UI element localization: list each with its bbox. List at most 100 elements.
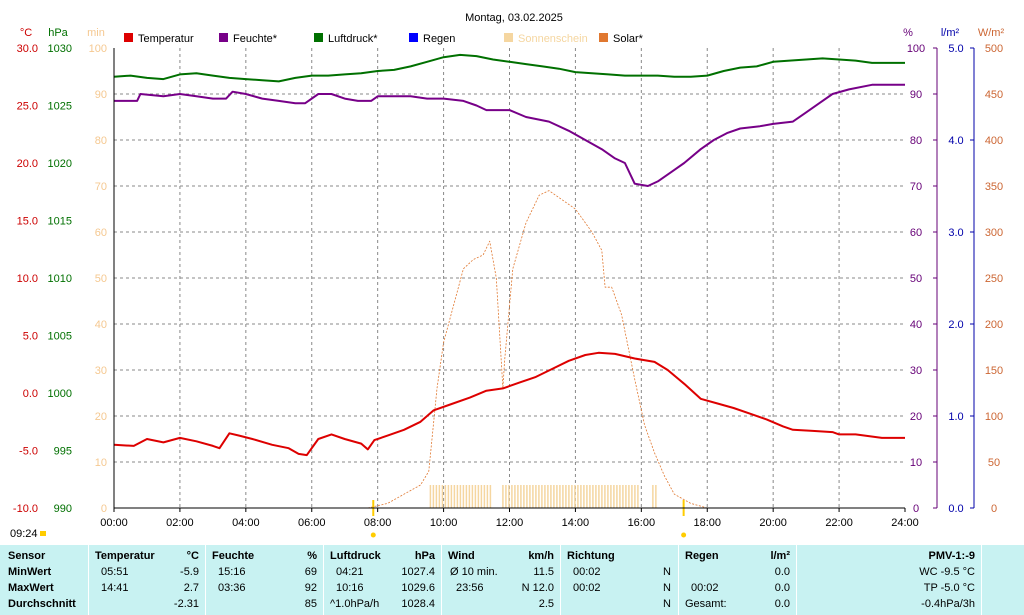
solar-tick-label: 350 bbox=[985, 181, 1003, 193]
humidity-tick-label: 10 bbox=[910, 457, 922, 469]
stats-value: 2.5 bbox=[538, 598, 554, 610]
stats-col-direction: Richtung 00:02 N 00:02 N N bbox=[560, 545, 678, 615]
humidity-tick-label: 70 bbox=[910, 181, 922, 193]
solar-tick-label: 0 bbox=[991, 503, 997, 515]
humidity-tick-label: 30 bbox=[910, 365, 922, 377]
x-tick-label: 10:00 bbox=[430, 517, 458, 529]
sunset-marker-dot bbox=[681, 532, 687, 538]
axis-ticks: 00:00 02:00 04:00 06:00 08:00 10:00 12:00 14:00… bbox=[13, 43, 1003, 529]
stats-unit-wind: km/h bbox=[528, 550, 554, 562]
stats-unit-humidity: % bbox=[307, 550, 317, 562]
stats-header-direction: Richtung bbox=[567, 550, 615, 562]
solar-tick-label: 200 bbox=[985, 319, 1003, 331]
stats-time: ^1.0hPa/h bbox=[330, 598, 380, 610]
minutes-tick-label: 100 bbox=[89, 43, 107, 55]
minutes-tick-label: 30 bbox=[95, 365, 107, 377]
minutes-tick-label: 10 bbox=[95, 457, 107, 469]
humidity-tick-label: 20 bbox=[910, 411, 922, 423]
x-tick-label: 02:00 bbox=[166, 517, 194, 529]
legend-label-sonnenschein: Sonnenschein bbox=[518, 33, 588, 45]
stats-value: 1027.4 bbox=[401, 566, 435, 578]
rain-tick-label: 1.0 bbox=[948, 411, 963, 423]
stats-col-pmv: PMV-1:-9 WC -9.5 °C TP -5.0 °C -0.4hPa/3… bbox=[796, 545, 981, 615]
stats-col-sensor: Sensor MinWert MaxWert Durchschnitt bbox=[0, 545, 87, 615]
statistics-panel: Sensor MinWert MaxWert Durchschnitt Temp… bbox=[0, 545, 1024, 615]
solar-axis-unit: W/m² bbox=[978, 27, 1005, 39]
rain-tick-label: 5.0 bbox=[948, 43, 963, 55]
chart-title: Montag, 03.02.2025 bbox=[465, 12, 563, 24]
stats-col-wind: Wind km/h Ø 10 min. 11.5 23:56 N 12.0 2.5 bbox=[441, 545, 560, 615]
time-marker bbox=[40, 531, 46, 536]
minutes-tick-label: 90 bbox=[95, 89, 107, 101]
humidity-tick-label: 90 bbox=[910, 89, 922, 101]
legend: Temperatur Feuchte* Luftdruck* Regen Son… bbox=[124, 33, 644, 45]
stats-col-empty bbox=[981, 545, 1024, 615]
stats-value: N bbox=[663, 582, 671, 594]
stats-time: 00:02 bbox=[573, 566, 601, 578]
humidity-tick-label: 80 bbox=[910, 135, 922, 147]
temperature-tick-label: -10.0 bbox=[13, 503, 38, 515]
minutes-tick-label: 0 bbox=[101, 503, 107, 515]
x-tick-label: 18:00 bbox=[693, 517, 721, 529]
minutes-tick-label: 80 bbox=[95, 135, 107, 147]
stats-value: 1029.6 bbox=[401, 582, 435, 594]
stats-time: Gesamt: bbox=[685, 598, 727, 610]
temperature-tick-label: -5.0 bbox=[19, 446, 38, 458]
stats-header-pmv: PMV-1:-9 bbox=[928, 550, 975, 562]
x-tick-label: 24:00 bbox=[891, 517, 919, 529]
x-tick-label: 12:00 bbox=[496, 517, 524, 529]
humidity-tick-label: 40 bbox=[910, 319, 922, 331]
rain-tick-label: 4.0 bbox=[948, 135, 963, 147]
legend-label-regen: Regen bbox=[423, 33, 455, 45]
humidity-tick-label: 50 bbox=[910, 273, 922, 285]
stats-value: N bbox=[663, 598, 671, 610]
solar-tick-label: 250 bbox=[985, 273, 1003, 285]
temperature-tick-label: 0.0 bbox=[23, 388, 38, 400]
legend-label-solar: Solar* bbox=[613, 33, 644, 45]
rain-tick-label: 0.0 bbox=[948, 503, 963, 515]
x-tick-label: 00:00 bbox=[100, 517, 128, 529]
sunrise-marker-dot bbox=[370, 532, 376, 538]
stats-value: N 12.0 bbox=[521, 582, 554, 594]
stats-header-rain: Regen bbox=[685, 550, 719, 562]
solar-tick-label: 500 bbox=[985, 43, 1003, 55]
stats-col-temperature: Temperatur °C 05:51 -5.9 14:41 2.7 -2.31 bbox=[88, 545, 205, 615]
stats-row-label-avg: Durchschnitt bbox=[8, 598, 76, 610]
stats-pmv-windchill: WC -9.5 °C bbox=[919, 566, 975, 578]
stats-header-temperature: Temperatur bbox=[95, 550, 155, 562]
stats-header-pressure: Luftdruck bbox=[330, 550, 381, 562]
rain-tick-label: 2.0 bbox=[948, 319, 963, 331]
pressure-axis-unit: hPa bbox=[48, 27, 68, 39]
stats-time: 14:41 bbox=[101, 582, 129, 594]
x-tick-label: 16:00 bbox=[628, 517, 656, 529]
stats-header-sensor: Sensor bbox=[8, 550, 46, 562]
series-line-solar bbox=[367, 190, 708, 509]
stats-value: -5.9 bbox=[180, 566, 199, 578]
pressure-tick-label: 1025 bbox=[48, 101, 72, 113]
x-tick-label: 04:00 bbox=[232, 517, 260, 529]
solar-tick-label: 100 bbox=[985, 411, 1003, 423]
stats-time: 10:16 bbox=[336, 582, 364, 594]
humidity-tick-label: 100 bbox=[907, 43, 925, 55]
stats-col-pressure: Luftdruck hPa 04:21 1027.4 10:16 1029.6 ^1.… bbox=[323, 545, 441, 615]
minutes-tick-label: 60 bbox=[95, 227, 107, 239]
minutes-tick-label: 50 bbox=[95, 273, 107, 285]
stats-time: 04:21 bbox=[336, 566, 364, 578]
solar-tick-label: 450 bbox=[985, 89, 1003, 101]
stats-time: 00:02 bbox=[573, 582, 601, 594]
humidity-axis-unit: % bbox=[903, 27, 913, 39]
minutes-tick-label: 70 bbox=[95, 181, 107, 193]
legend-swatch-feuchte bbox=[219, 33, 228, 42]
stats-unit-rain: l/m² bbox=[770, 550, 790, 562]
stats-time: 05:51 bbox=[101, 566, 129, 578]
pressure-tick-label: 1000 bbox=[48, 388, 72, 400]
minutes-axis-unit: min bbox=[87, 27, 105, 39]
stats-col-humidity: Feuchte% 15:16 69 03:36 92 85 bbox=[205, 545, 323, 615]
x-tick-label: 06:00 bbox=[298, 517, 326, 529]
stats-time: 15:16 bbox=[218, 566, 246, 578]
legend-swatch-temperatur bbox=[124, 33, 133, 42]
stats-header-wind: Wind bbox=[448, 550, 475, 562]
x-tick-label: 20:00 bbox=[759, 517, 787, 529]
temperature-tick-label: 15.0 bbox=[17, 216, 38, 228]
pressure-tick-label: 1010 bbox=[48, 273, 72, 285]
